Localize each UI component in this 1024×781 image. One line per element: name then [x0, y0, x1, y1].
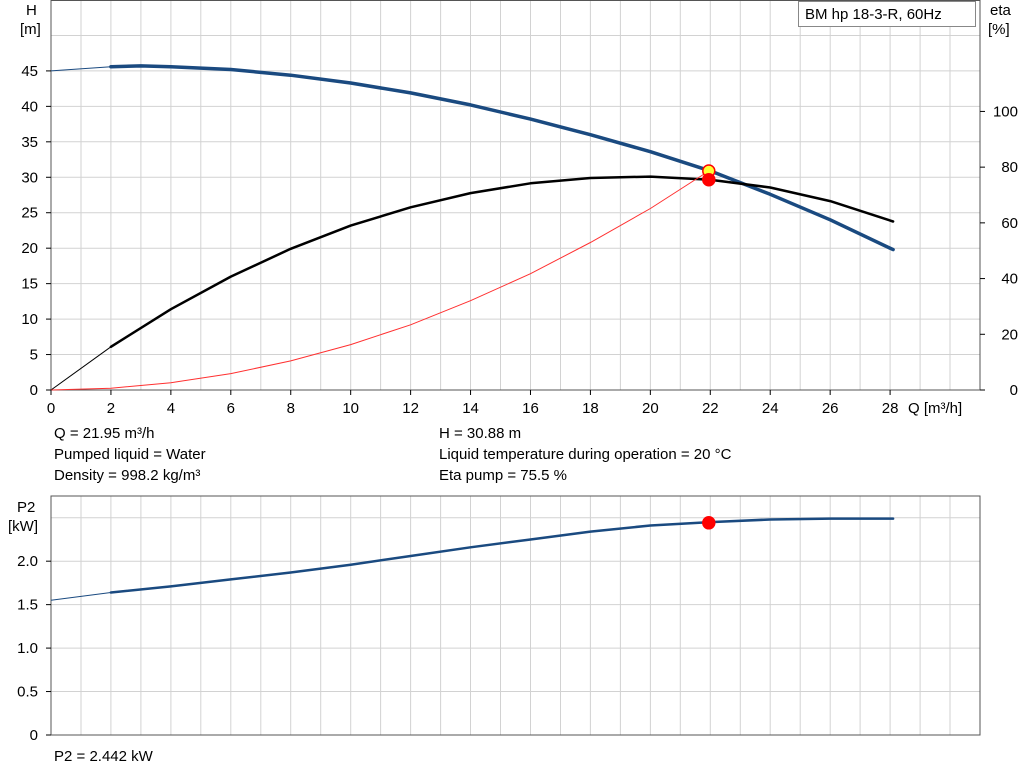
y-tick-label: 40 — [21, 98, 38, 115]
power-curve-leadin — [50, 592, 111, 601]
bottom-chart-grid — [50, 495, 981, 736]
x-tick-label: 22 — [702, 400, 719, 417]
y-tick-label: 25 — [21, 205, 38, 222]
h-axis-unit: [m] — [20, 21, 41, 38]
y-tick-label: 45 — [21, 63, 38, 80]
x-tick-label: 14 — [462, 400, 479, 417]
y2-tick-label: 0 — [1010, 382, 1018, 399]
power-operating-point — [702, 516, 716, 530]
y-tick-label: 15 — [21, 276, 38, 293]
eta-axis-title: eta — [990, 2, 1012, 19]
info-density: Density = 998.2 kg/m³ — [54, 467, 201, 484]
chart-marks — [50, 64, 895, 601]
chart-title-box: BM hp 18-3-R, 60Hz — [798, 1, 976, 27]
p2-tick-label: 1.0 — [17, 640, 38, 657]
x-tick-label: 24 — [762, 400, 779, 417]
info-flow: Q = 21.95 m³/h — [54, 425, 155, 442]
y2-tick-label: 100 — [993, 103, 1018, 120]
info-power: P2 = 2.442 kW — [54, 748, 153, 765]
p2-tick-label: 0 — [30, 727, 38, 744]
x-tick-label: 6 — [227, 400, 235, 417]
p2-axis-unit: [kW] — [8, 518, 38, 535]
info-temperature: Liquid temperature during operation = 20… — [439, 446, 732, 463]
x-tick-label: 4 — [167, 400, 175, 417]
x-tick-label: 20 — [642, 400, 659, 417]
y-tick-label: 35 — [21, 134, 38, 151]
efficiency-curve — [109, 175, 895, 349]
head-curve — [109, 64, 895, 252]
y2-tick-label: 20 — [1001, 326, 1018, 343]
y2-tick-label: 80 — [1001, 159, 1018, 176]
efficiency-operating-point — [702, 172, 716, 187]
x-tick-label: 8 — [287, 400, 295, 417]
efficiency-curve-leadin — [50, 346, 112, 391]
y-tick-label: 5 — [30, 347, 38, 364]
x-tick-label: 12 — [402, 400, 419, 417]
head-curve-leadin — [50, 66, 111, 72]
bottom-plot-frame — [50, 495, 981, 736]
eta-axis-unit: [%] — [988, 21, 1010, 38]
info-head: H = 30.88 m — [439, 425, 522, 442]
y-tick-label: 10 — [21, 311, 38, 328]
x-tick-label: 28 — [882, 400, 899, 417]
y2-tick-label: 40 — [1001, 271, 1018, 288]
x-tick-label: 16 — [522, 400, 539, 417]
x-tick-label: 26 — [822, 400, 839, 417]
p2-tick-label: 2.0 — [17, 553, 38, 570]
x-tick-label: 10 — [342, 400, 359, 417]
top-chart-grid — [50, 0, 981, 391]
h-axis-title: H — [26, 2, 37, 19]
p2-tick-label: 1.5 — [17, 597, 38, 614]
info-eta: Eta pump = 75.5 % — [439, 467, 567, 484]
y-tick-label: 30 — [21, 169, 38, 186]
info-liquid: Pumped liquid = Water — [54, 446, 206, 463]
q-axis-title: Q [m³/h] — [908, 400, 962, 417]
x-tick-label: 0 — [47, 400, 55, 417]
y-tick-label: 20 — [21, 240, 38, 257]
p2-tick-label: 0.5 — [17, 684, 38, 701]
tick-labels: 0 2 4 6 8 10 12 14 16 18 20 22 24 26 28051015202530354… — [17, 63, 1018, 744]
x-tick-label: 2 — [107, 400, 115, 417]
power-curve — [109, 517, 895, 594]
y2-tick-label: 60 — [1001, 215, 1018, 232]
p2-axis-title: P2 — [17, 499, 35, 516]
x-tick-label: 18 — [582, 400, 599, 417]
top-plot-frame — [50, 0, 981, 391]
system-curve — [50, 170, 710, 391]
y-tick-label: 0 — [30, 382, 38, 399]
